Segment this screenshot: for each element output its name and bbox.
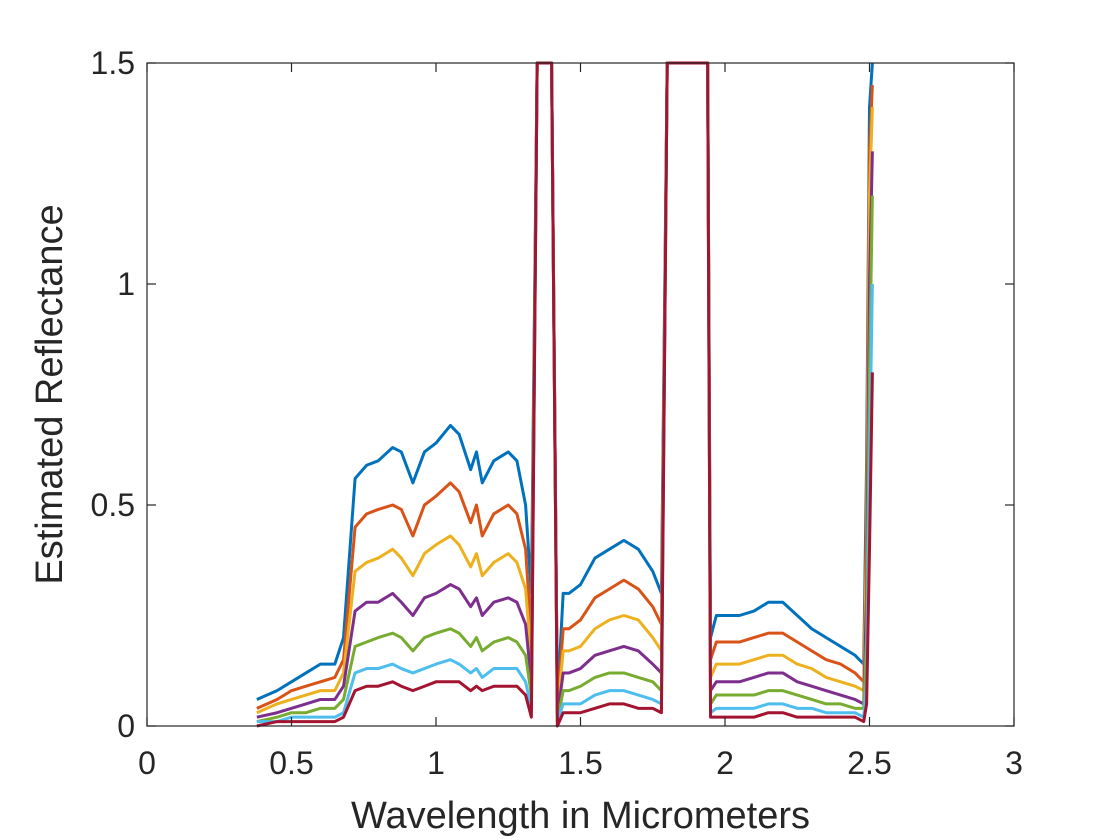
x-tick-label-6: 3 [1005,745,1023,781]
series-layer [256,61,874,728]
x-tick-label-5: 2.5 [847,745,891,781]
x-tick-label-2: 1 [427,745,445,781]
series-line-7 [256,61,874,728]
plot-area [147,63,1014,726]
series-line-3 [256,61,874,715]
x-tick-label-0: 0 [138,745,156,781]
y-tick-label-3: 1.5 [91,45,135,81]
series-line-1 [256,61,874,706]
x-tick-label-1: 0.5 [269,745,313,781]
y-tick-label-2: 1 [117,266,135,302]
series-line-5 [256,61,874,724]
y-tick-label-1: 0.5 [91,487,135,523]
y-axis-label: Estimated Reflectance [29,204,71,584]
y-ticks: 0 0.5 1 1.5 [91,45,1014,744]
x-tick-label-4: 2 [716,745,734,781]
x-ticks: 0 0.5 1 1.5 2 2.5 3 [138,63,1023,781]
x-tick-label-3: 1.5 [558,745,602,781]
x-axis-label: Wavelength in Micrometers [351,795,810,837]
y-tick-label-0: 0 [117,708,135,744]
series-line-6 [256,61,874,724]
series-line-2 [256,61,874,710]
series-line-4 [256,61,874,719]
